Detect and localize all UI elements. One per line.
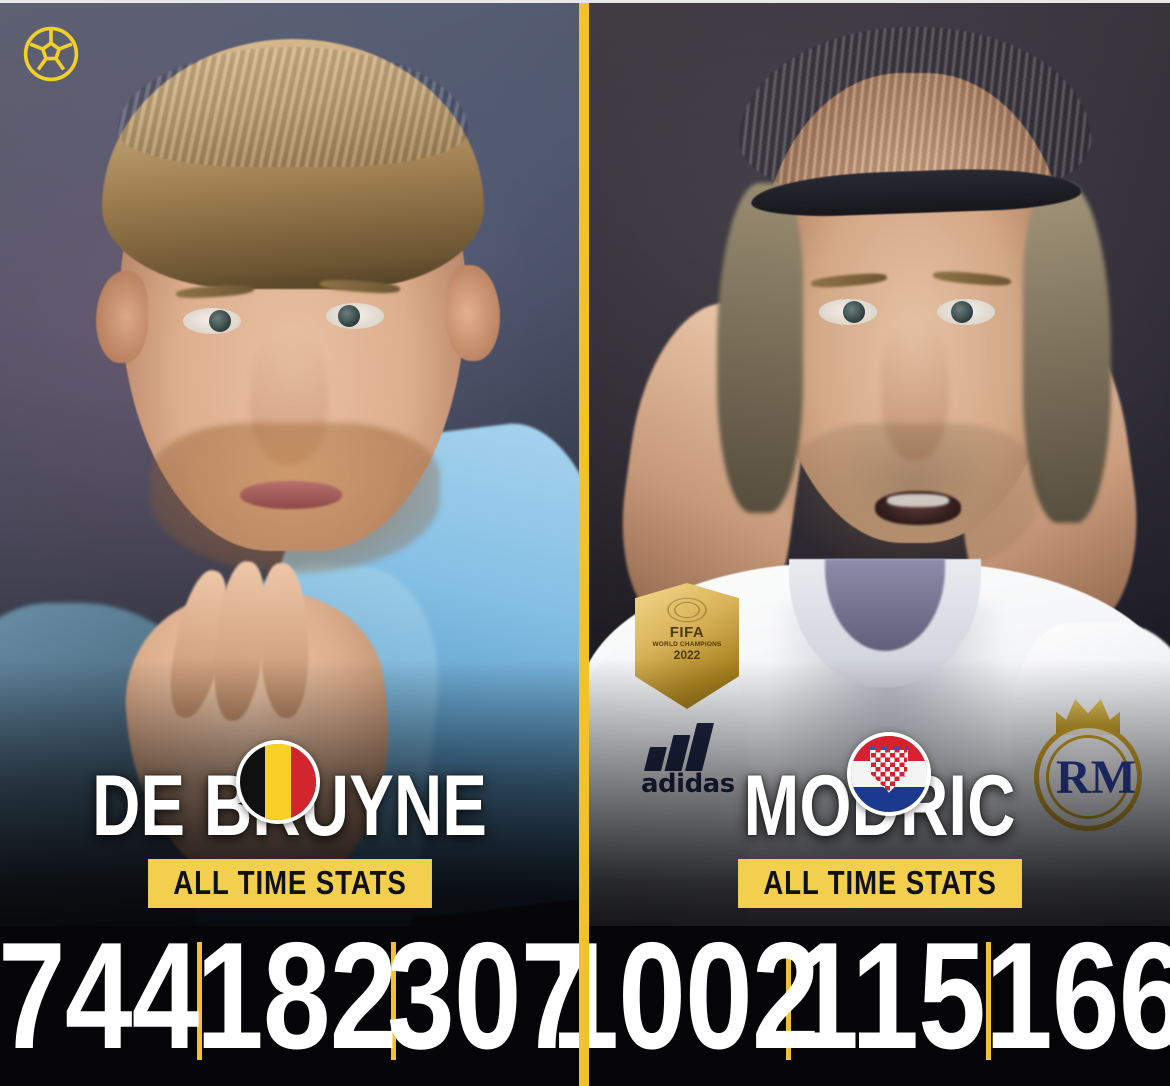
hair-shape [102,39,484,289]
status-badge-right: ALL TIME STATS [737,859,1022,908]
stat-value: 1002 [551,911,819,1081]
panel-divider [579,3,589,1086]
hair-side-left [717,183,803,513]
stat-cell: 1002 [551,920,819,1086]
stat-cell: 115 [791,911,987,1086]
eye-right [326,303,384,329]
stat-cell: 182 [196,920,397,1086]
mouth-shape [875,491,961,525]
fifa-trophy-icon [666,597,708,623]
fifa-badge-line2: WORLD CHAMPIONS [652,640,722,648]
status-badge-left: ALL TIME STATS [147,859,432,908]
ear-left [96,271,148,363]
stat-cell: 166 [985,920,1170,1086]
eye-right [937,299,995,325]
stat-value: 166 [985,911,1170,1081]
mouth-shape [240,481,342,509]
stat-value: 744 [0,911,200,1081]
ear-right [446,265,500,361]
eye-left [183,308,241,334]
stat-value: 182 [196,911,397,1081]
soccer-ball-icon [22,25,80,83]
stat-value: 115 [791,911,987,1081]
fifa-badge-line3: 2022 [673,647,701,662]
croatia-flag-icon [847,732,931,816]
adidas-stripes-icon [641,721,751,771]
belgium-flag-icon [236,740,320,824]
fifa-badge-line1: FIFA [669,624,705,641]
hair-shape [729,21,1101,321]
flag-stripe-yellow [265,744,291,820]
stat-cell: 744 [0,911,200,1086]
eye-left [819,299,877,325]
